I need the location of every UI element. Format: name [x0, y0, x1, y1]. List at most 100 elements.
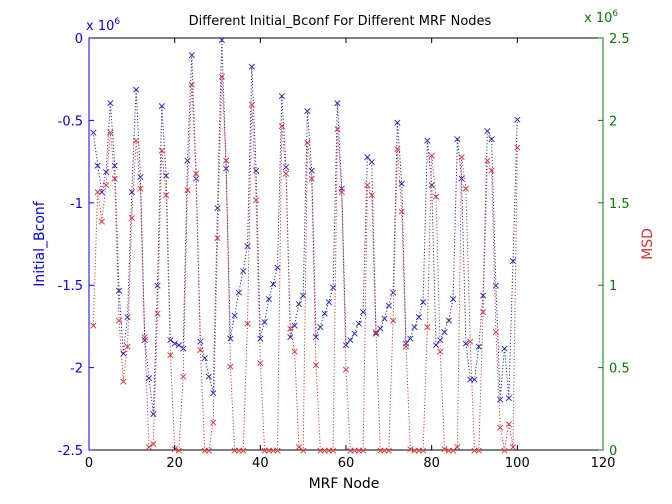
data-point: × [101, 179, 110, 192]
data-point: × [243, 240, 252, 253]
data-point: × [200, 444, 209, 457]
data-point: × [136, 170, 145, 183]
data-point: × [341, 363, 350, 376]
data-point: × [179, 370, 188, 383]
y-right-tick-label: 2 [609, 114, 617, 129]
y-axis-right-label: MSD [640, 228, 656, 260]
data-point: × [316, 444, 325, 457]
data-point: × [89, 319, 98, 332]
data-point: × [106, 96, 115, 109]
x-tick-label: 120 [591, 456, 616, 471]
data-point: × [444, 444, 453, 457]
data-point: × [393, 142, 402, 155]
data-point: × [183, 154, 192, 167]
data-point: × [350, 444, 359, 457]
data-point: × [436, 334, 445, 347]
data-point: × [256, 332, 265, 345]
data-point: × [230, 309, 239, 322]
y-right-tick-label: 1.5 [609, 197, 630, 212]
data-point: × [191, 167, 200, 180]
data-point: × [320, 307, 329, 320]
data-point: × [299, 289, 308, 302]
data-point: × [371, 327, 380, 340]
data-point: × [478, 289, 487, 302]
left-exponent-base: x 10 [86, 19, 114, 34]
data-point: × [440, 442, 449, 455]
data-point: × [346, 444, 355, 457]
data-point: × [384, 299, 393, 312]
data-point: × [504, 418, 513, 431]
data-point: × [97, 215, 106, 228]
data-point: × [136, 182, 145, 195]
data-point: × [483, 154, 492, 167]
data-point: × [453, 441, 462, 454]
data-point: × [371, 325, 380, 338]
data-point: × [157, 100, 166, 113]
data-point: × [119, 375, 128, 388]
data-point: × [127, 185, 136, 198]
x-tick-label: 20 [166, 456, 183, 471]
data-point: × [230, 444, 239, 457]
data-point: × [328, 281, 337, 294]
data-point: × [217, 70, 226, 83]
data-point: × [264, 292, 273, 305]
data-point: × [457, 151, 466, 164]
data-point: × [226, 332, 235, 345]
data-point: × [436, 345, 445, 358]
data-point: × [114, 314, 123, 327]
data-point: × [174, 444, 183, 457]
y-right-tick-label: 0.5 [609, 362, 630, 377]
data-point: × [453, 133, 462, 146]
data-point: × [234, 286, 243, 299]
data-point: × [487, 164, 496, 177]
data-point: × [427, 149, 436, 162]
data-point: × [414, 311, 423, 324]
data-point: × [170, 337, 179, 350]
data-point: × [204, 444, 213, 457]
data-point: × [423, 320, 432, 333]
data-point: × [406, 332, 415, 345]
data-point: × [474, 340, 483, 353]
y-right-tick-label: 0 [609, 444, 617, 459]
data-point: × [448, 444, 457, 457]
data-point: × [376, 444, 385, 457]
data-point: × [97, 185, 106, 198]
data-point: × [277, 119, 286, 132]
chart-title: Different Initial_Bconf For Different MR… [189, 14, 492, 29]
data-point: × [303, 105, 312, 118]
data-point: × [354, 317, 363, 330]
data-point: × [504, 391, 513, 404]
data-point: × [273, 444, 282, 457]
data-point: × [397, 205, 406, 218]
data-point: × [174, 339, 183, 352]
data-point: × [256, 357, 265, 370]
data-point: × [303, 136, 312, 149]
data-point: × [376, 322, 385, 335]
data-point: × [106, 126, 115, 139]
data-point: × [388, 314, 397, 327]
left-exponent-label: x 106 [86, 17, 120, 34]
data-point: × [358, 306, 367, 319]
data-point: × [316, 320, 325, 333]
data-point: × [166, 348, 175, 361]
data-point: × [311, 330, 320, 343]
x-tick-label: 100 [505, 456, 530, 471]
y-axis-left-label: Initial_Bconf [32, 200, 48, 286]
data-point: × [367, 156, 376, 169]
data-point: × [153, 307, 162, 320]
data-point: × [161, 189, 170, 202]
data-point: × [457, 172, 466, 185]
y-right-tick-label: 1 [609, 279, 617, 294]
data-point: × [179, 342, 188, 355]
data-point: × [260, 316, 269, 329]
data-point: × [337, 182, 346, 195]
data-point: × [496, 421, 505, 434]
data-point: × [217, 34, 226, 47]
data-point: × [140, 330, 149, 343]
data-point: × [243, 317, 252, 330]
y-left-tick-label: 0 [75, 32, 83, 47]
data-point: × [393, 116, 402, 129]
data-point: × [123, 340, 132, 353]
data-point: × [269, 278, 278, 291]
